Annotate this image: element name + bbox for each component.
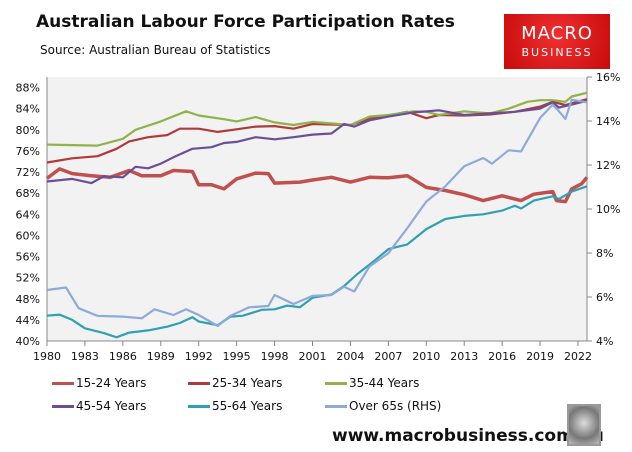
y-tick-left: 84% <box>16 103 40 116</box>
y-tick-left: 40% <box>16 335 40 348</box>
legend-label: 55-64 Years <box>212 399 283 413</box>
wolf-image <box>567 404 601 446</box>
x-tick-label: 1992 <box>185 350 213 363</box>
legend-swatch <box>188 404 210 408</box>
legend-swatch <box>52 404 74 408</box>
y-tick-right: 10% <box>596 203 620 216</box>
series-line-over-65s-rhs- <box>46 98 588 328</box>
legend-item: 15-24 Years <box>52 376 146 390</box>
y-tick-right: 14% <box>596 115 620 128</box>
x-tick-label: 2022 <box>564 350 592 363</box>
y-tick-left: 80% <box>16 124 40 137</box>
y-tick-left: 88% <box>16 82 40 95</box>
legend-label: 25-34 Years <box>212 376 283 390</box>
x-tick-label: 1995 <box>223 350 251 363</box>
x-tick-label: 1980 <box>33 350 61 363</box>
x-tick-label: 1989 <box>147 350 175 363</box>
x-tick-label: 2013 <box>450 350 478 363</box>
legend-swatch <box>188 381 210 385</box>
x-tick-label: 2010 <box>412 350 440 363</box>
legend-item: 55-64 Years <box>188 399 282 413</box>
legend-label: 35-44 Years <box>349 376 420 390</box>
legend-item: 35-44 Years <box>325 376 419 390</box>
website-url: www.macrobusiness.com.au <box>332 426 604 446</box>
y-tick-left: 56% <box>16 251 40 264</box>
y-tick-right: 4% <box>596 335 613 348</box>
y-tick-right: 8% <box>596 247 613 260</box>
x-tick-label: 1998 <box>261 350 289 363</box>
y-tick-left: 76% <box>16 145 40 158</box>
logo-line1: MACRO <box>521 23 593 44</box>
legend-label: 15-24 Years <box>76 376 147 390</box>
legend-label: Over 65s (RHS) <box>349 399 442 413</box>
x-tick-label: 2004 <box>336 350 364 363</box>
series-line-15-24-years <box>45 167 589 204</box>
y-tick-right: 12% <box>596 159 620 172</box>
legend-swatch <box>325 404 347 408</box>
y-tick-left: 72% <box>16 166 40 179</box>
legend-item: 25-34 Years <box>188 376 282 390</box>
macrobusiness-logo: MACRO BUSINESS <box>504 14 610 69</box>
legend-item: Over 65s (RHS) <box>325 399 441 413</box>
y-tick-right: 16% <box>596 71 620 84</box>
x-tick-label: 2019 <box>526 350 554 363</box>
x-tick-label: 2001 <box>299 350 327 363</box>
series-line-45-54-years <box>46 99 588 185</box>
x-tick-label: 1986 <box>109 350 137 363</box>
series-line-55-64-years <box>46 185 588 339</box>
y-tick-left: 64% <box>16 208 40 221</box>
legend-label: 45-54 Years <box>76 399 147 413</box>
legend-swatch <box>52 381 74 385</box>
chart-title: Australian Labour Force Participation Ra… <box>36 12 455 32</box>
y-tick-right: 6% <box>596 291 613 304</box>
x-tick-label: 1983 <box>71 350 99 363</box>
y-tick-left: 68% <box>16 187 40 200</box>
chart-source: Source: Australian Bureau of Statistics <box>40 43 271 57</box>
y-tick-left: 60% <box>16 229 40 242</box>
legend-item: 45-54 Years <box>52 399 146 413</box>
x-tick-label: 2016 <box>488 350 516 363</box>
y-tick-left: 44% <box>16 314 40 327</box>
y-tick-left: 48% <box>16 293 40 306</box>
legend-swatch <box>325 381 347 385</box>
series-line-35-44-years <box>46 91 588 147</box>
x-tick-label: 2007 <box>374 350 402 363</box>
logo-line2: BUSINESS <box>521 46 593 59</box>
y-tick-left: 52% <box>16 272 40 285</box>
